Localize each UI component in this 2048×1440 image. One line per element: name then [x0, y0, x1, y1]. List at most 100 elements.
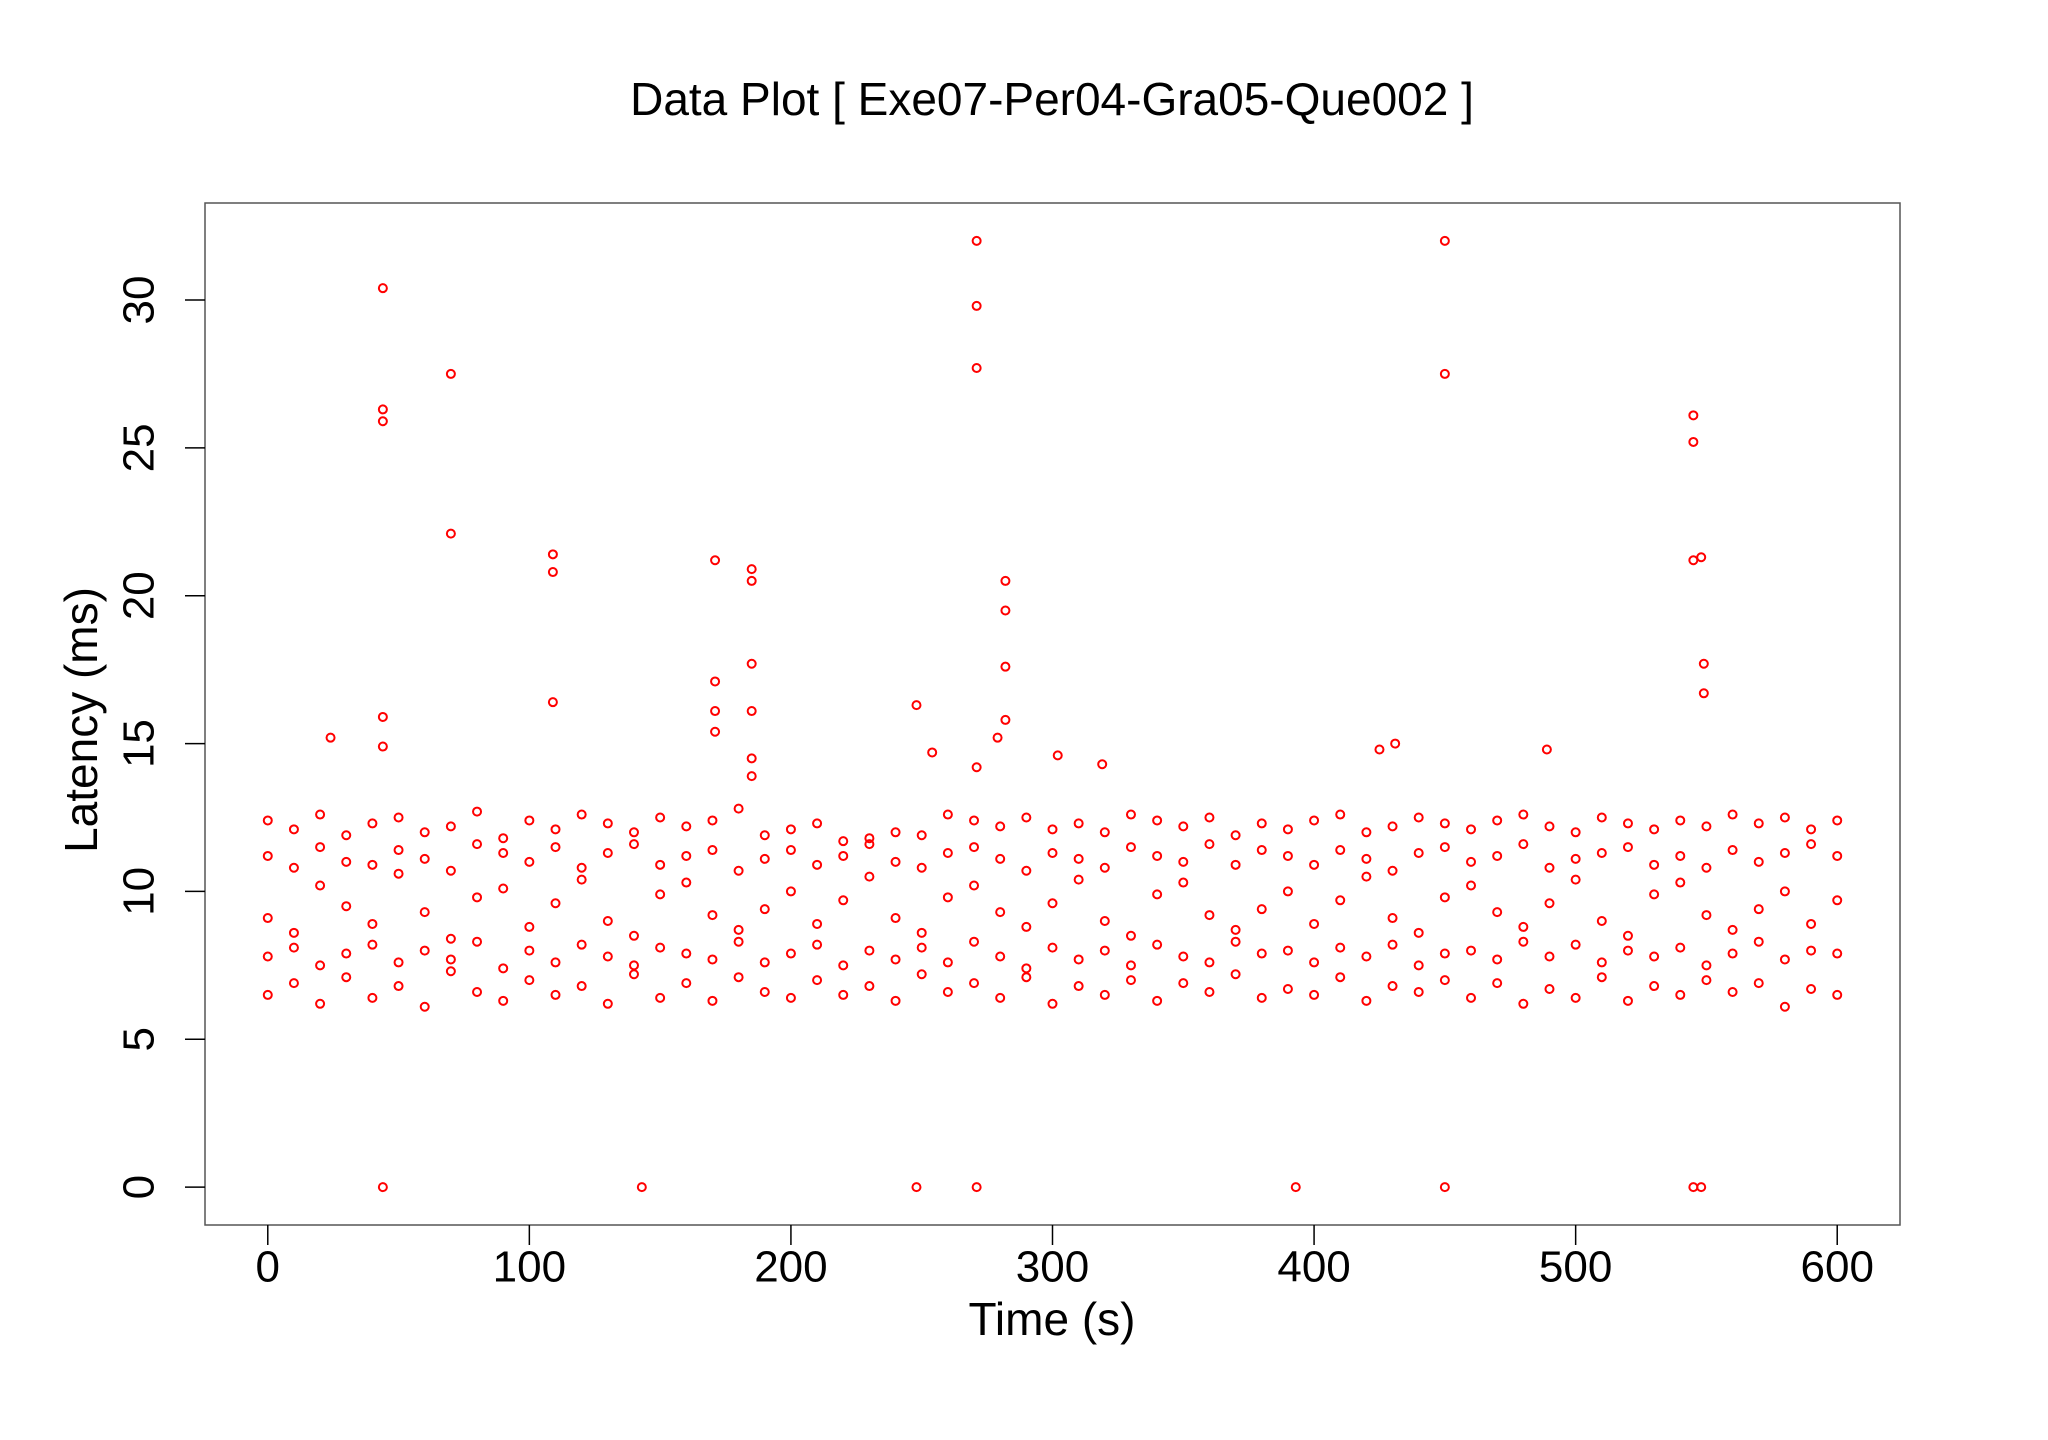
point — [864, 833, 875, 844]
point — [472, 806, 483, 817]
point — [916, 862, 927, 873]
point — [1204, 812, 1215, 823]
point — [710, 555, 721, 566]
point — [315, 998, 326, 1009]
point — [524, 921, 535, 932]
point — [288, 824, 299, 835]
point — [377, 404, 388, 415]
point — [1439, 235, 1450, 246]
point — [1230, 969, 1241, 980]
point — [1099, 827, 1110, 838]
point — [785, 948, 796, 959]
point — [472, 892, 483, 903]
point — [1413, 986, 1424, 997]
point — [971, 235, 982, 246]
point — [1204, 986, 1215, 997]
point — [812, 918, 823, 929]
point — [547, 549, 558, 560]
point — [911, 1182, 922, 1193]
point — [1544, 862, 1555, 873]
point — [1309, 957, 1320, 968]
plot-frame — [204, 202, 1901, 1226]
point — [785, 845, 796, 856]
point — [1688, 410, 1699, 421]
point — [1832, 989, 1843, 1000]
point — [315, 960, 326, 971]
point — [864, 945, 875, 956]
point — [1000, 575, 1011, 586]
point — [576, 939, 587, 950]
point — [1727, 986, 1738, 997]
point — [1125, 930, 1136, 941]
point — [628, 969, 639, 980]
point — [367, 918, 378, 929]
point — [1390, 738, 1401, 749]
point — [746, 658, 757, 669]
point — [419, 853, 430, 864]
point — [1256, 992, 1267, 1003]
point — [1696, 1182, 1707, 1193]
point — [942, 847, 953, 858]
point — [419, 945, 430, 956]
point — [1309, 859, 1320, 870]
point — [1413, 812, 1424, 823]
x-tick-label: 300 — [1016, 1243, 1089, 1292]
point — [655, 812, 666, 823]
point — [1518, 839, 1529, 850]
point — [602, 998, 613, 1009]
point — [1230, 936, 1241, 947]
point — [1097, 759, 1108, 770]
x-tick-label: 100 — [493, 1243, 566, 1292]
point — [262, 989, 273, 1000]
point — [1152, 995, 1163, 1006]
point — [1753, 978, 1764, 989]
point — [890, 856, 901, 867]
point — [1021, 921, 1032, 932]
point — [445, 821, 456, 832]
point — [1335, 972, 1346, 983]
point — [1178, 978, 1189, 989]
point — [655, 889, 666, 900]
point — [681, 948, 692, 959]
point — [262, 913, 273, 924]
point — [812, 939, 823, 950]
point — [1596, 972, 1607, 983]
point — [1152, 815, 1163, 826]
point — [1688, 1182, 1699, 1193]
point — [942, 986, 953, 997]
point — [1675, 942, 1686, 953]
x-tick-label: 500 — [1539, 1243, 1612, 1292]
point — [377, 416, 388, 427]
point — [1492, 907, 1503, 918]
point — [785, 992, 796, 1003]
point — [1698, 658, 1709, 669]
point — [1021, 972, 1032, 983]
point — [1832, 850, 1843, 861]
y-tick-label: 0 — [115, 1175, 164, 1199]
point — [1230, 924, 1241, 935]
point — [995, 951, 1006, 962]
point — [1779, 954, 1790, 965]
point — [550, 957, 561, 968]
point — [1361, 827, 1372, 838]
point — [1282, 984, 1293, 995]
point — [445, 528, 456, 539]
point — [325, 732, 336, 743]
point — [746, 706, 757, 717]
point — [707, 815, 718, 826]
point — [1439, 842, 1450, 853]
point — [1727, 845, 1738, 856]
point — [864, 871, 875, 882]
point — [1622, 930, 1633, 941]
point — [1282, 945, 1293, 956]
point — [812, 818, 823, 829]
point — [1309, 989, 1320, 1000]
point — [341, 901, 352, 912]
point — [1806, 918, 1817, 929]
point — [707, 954, 718, 965]
point — [838, 895, 849, 906]
point — [1178, 951, 1189, 962]
point — [1230, 830, 1241, 841]
point — [971, 1182, 982, 1193]
